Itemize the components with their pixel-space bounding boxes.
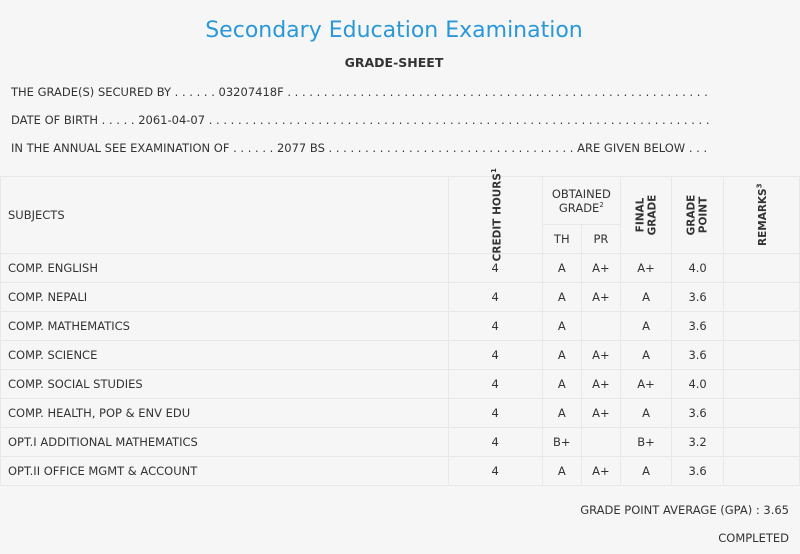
subject-cell: COMP. SOCIAL STUDIES [0,369,449,399]
theory-grade-cell: A [541,311,582,341]
final-grade-cell: A [619,456,673,486]
subject-cell: COMP. HEALTH, POP & ENV EDU [0,398,449,428]
credit-hours-header: CREDIT HOURS1 [447,168,543,262]
practical-grade-cell [580,311,621,341]
gpa-label: GRADE POINT AVERAGE (GPA) : [580,503,764,517]
gpa-value: 3.65 [763,503,789,517]
table-row: COMP. NEPALI 4 A A+ A 3.6 [0,282,800,312]
theory-grade-cell: A [541,253,582,283]
table-row: COMP. ENGLISH 4 A A+ A+ 4.0 [0,253,800,283]
obtained-grade-header: OBTAINED GRADE2 [541,176,621,225]
subject-cell: COMP. SCIENCE [0,340,449,370]
practical-grade-cell: A+ [580,253,621,283]
credit-cell: 4 [447,282,543,312]
exam-title: Secondary Education Examination [205,18,583,43]
table-row: COMP. HEALTH, POP & ENV EDU 4 A A+ A 3.6 [0,398,800,428]
practical-grade-cell: A+ [580,456,621,486]
theory-grade-cell: B+ [541,427,582,457]
final-grade-cell: A [619,398,673,428]
grade-point-cell: 3.6 [671,282,725,312]
completion-status: COMPLETED [718,531,789,545]
practical-header: PR [580,224,621,254]
theory-grade-cell: A [541,340,582,370]
practical-grade-cell: A+ [580,369,621,399]
secured-by-dots: . . . . . . . . . . . . . . . . . . . . … [283,85,708,99]
remarks-cell [723,282,800,312]
secured-by-line: THE GRADE(S) SECURED BY . . . . . . 0320… [11,85,708,99]
remarks-cell [723,369,800,399]
remarks-cell [723,311,800,341]
practical-grade-cell: A+ [580,398,621,428]
table-row: COMP. MATHEMATICS 4 A A 3.6 [0,311,800,341]
table-row: OPT.II OFFICE MGMT & ACCOUNT 4 A A+ A 3.… [0,456,800,486]
grade-point-cell: 3.2 [671,427,725,457]
subject-cell: OPT.I ADDITIONAL MATHEMATICS [0,427,449,457]
credit-cell: 4 [447,456,543,486]
final-grade-cell: A+ [619,369,673,399]
grade-point-cell: 3.6 [671,398,725,428]
remarks-cell [723,253,800,283]
grades-table: SUBJECTS CREDIT HOURS1 OBTAINED GRADE2 F… [0,168,800,486]
exam-line: IN THE ANNUAL SEE EXAMINATION OF . . . .… [11,141,707,155]
grade-point-header: GRADE POINT [671,176,725,254]
dob-value: 2061-04-07 [138,113,206,127]
credit-cell: 4 [447,311,543,341]
table-row: OPT.I ADDITIONAL MATHEMATICS 4 B+ B+ 3.2 [0,427,800,457]
grade-point-cell: 3.6 [671,340,725,370]
grade-sheet-heading: GRADE-SHEET [344,55,444,70]
practical-grade-cell [580,427,621,457]
subject-cell: COMP. NEPALI [0,282,449,312]
theory-grade-cell: A [541,369,582,399]
subject-cell: COMP. ENGLISH [0,253,449,283]
exam-label: IN THE ANNUAL SEE EXAMINATION OF . . . .… [11,141,277,155]
grade-point-cell: 4.0 [671,369,725,399]
secured-by-label: THE GRADE(S) SECURED BY . . . . . . [11,85,219,99]
symbol-number: 03207418F [218,85,284,99]
table-row: COMP. SOCIAL STUDIES 4 A A+ A+ 4.0 [0,369,800,399]
remarks-header: REMARKS3 [723,176,800,254]
dob-dots: . . . . . . . . . . . . . . . . . . . . … [205,113,710,127]
practical-grade-cell: A+ [580,282,621,312]
grade-point-cell: 4.0 [671,253,725,283]
final-grade-cell: A [619,282,673,312]
theory-grade-cell: A [541,456,582,486]
remarks-cell [723,456,800,486]
exam-dots: . . . . . . . . . . . . . . . . . . . . … [324,141,578,155]
remarks-cell [723,398,800,428]
credit-cell: 4 [447,340,543,370]
dob-label: DATE OF BIRTH . . . . . [11,113,139,127]
practical-grade-cell: A+ [580,340,621,370]
remarks-cell [723,340,800,370]
final-grade-cell: A [619,311,673,341]
remarks-cell [723,427,800,457]
final-grade-header: FINAL GRADE [619,176,673,254]
credit-cell: 4 [447,398,543,428]
exam-suffix: ARE GIVEN BELOW . . . [577,141,708,155]
final-grade-cell: A [619,340,673,370]
subject-cell: OPT.II OFFICE MGMT & ACCOUNT [0,456,449,486]
table-row: COMP. SCIENCE 4 A A+ A 3.6 [0,340,800,370]
grade-point-cell: 3.6 [671,456,725,486]
final-grade-cell: A+ [619,253,673,283]
subject-cell: COMP. MATHEMATICS [0,311,449,341]
subjects-header: SUBJECTS [0,176,449,254]
gpa-line: GRADE POINT AVERAGE (GPA) : 3.65 [580,503,789,517]
credit-cell: 4 [447,369,543,399]
theory-grade-cell: A [541,398,582,428]
final-grade-cell: B+ [619,427,673,457]
grade-point-cell: 3.6 [671,311,725,341]
credit-cell: 4 [447,427,543,457]
theory-header: TH [541,224,582,254]
dob-line: DATE OF BIRTH . . . . . 2061-04-07 . . .… [11,113,710,127]
exam-year: 2077 BS [276,141,325,155]
theory-grade-cell: A [541,282,582,312]
